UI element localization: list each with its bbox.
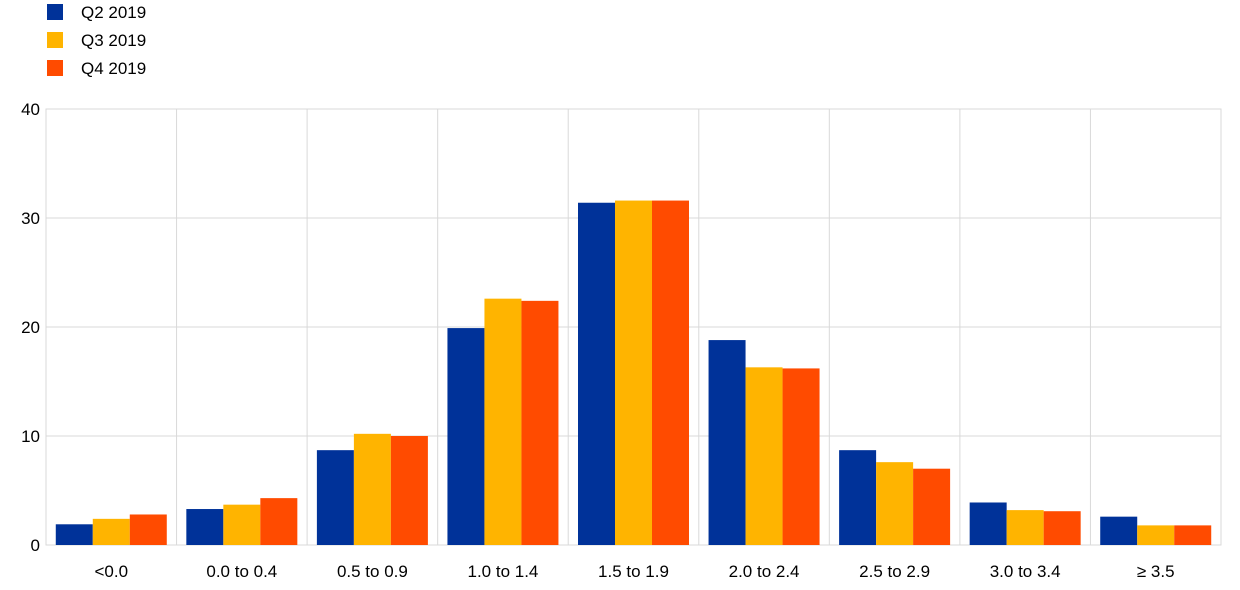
y-tick-label: 30 <box>21 209 40 228</box>
x-tick-label: 3.0 to 3.4 <box>990 562 1061 581</box>
x-tick-label: 2.0 to 2.4 <box>729 562 800 581</box>
legend-swatch <box>47 4 63 20</box>
bar-q3-2019 <box>223 504 261 545</box>
bar-q2-2019 <box>316 450 354 545</box>
y-tick-label: 0 <box>31 536 40 555</box>
bar-q2-2019 <box>186 509 224 545</box>
bar-q3-2019 <box>353 433 391 545</box>
chart-legend: Q2 2019 Q3 2019 Q4 2019 <box>47 3 146 78</box>
bar-q2-2019 <box>1100 516 1138 545</box>
chart-bars <box>55 200 1212 546</box>
bar-q2-2019 <box>447 328 485 545</box>
bar-q4-2019 <box>1174 525 1212 545</box>
legend-label: Q3 2019 <box>81 31 146 50</box>
y-tick-label: 40 <box>21 100 40 119</box>
bar-q4-2019 <box>521 300 559 545</box>
legend-label: Q4 2019 <box>81 59 146 78</box>
bar-q2-2019 <box>578 202 615 546</box>
bar-q4-2019 <box>652 200 689 545</box>
bar-q2-2019 <box>839 450 877 545</box>
bar-q4-2019 <box>782 368 820 545</box>
bar-q3-2019 <box>1006 510 1044 545</box>
bar-q3-2019 <box>1137 525 1175 545</box>
bar-q2-2019 <box>55 524 93 545</box>
x-tick-label: 1.0 to 1.4 <box>467 562 538 581</box>
y-tick-label: 20 <box>21 318 40 337</box>
bar-q4-2019 <box>129 514 167 545</box>
y-axis-tick-labels: 0 10 20 30 40 <box>21 100 40 555</box>
x-tick-label: 1.5 to 1.9 <box>598 562 669 581</box>
bar-q3-2019 <box>876 462 914 545</box>
bar-q4-2019 <box>1043 511 1081 545</box>
x-tick-label: 2.5 to 2.9 <box>859 562 930 581</box>
bar-q3-2019 <box>615 200 652 545</box>
bar-q3-2019 <box>92 518 130 545</box>
x-tick-label: 0.0 to 0.4 <box>206 562 277 581</box>
bar-q3-2019 <box>484 298 522 545</box>
bar-q4-2019 <box>260 498 298 545</box>
x-tick-label: ≥ 3.5 <box>1137 562 1175 581</box>
legend-label: Q2 2019 <box>81 3 146 22</box>
legend-swatch <box>47 32 63 48</box>
bar-q4-2019 <box>390 436 428 545</box>
bar-q2-2019 <box>969 502 1007 545</box>
legend-swatch <box>47 60 63 76</box>
bar-q2-2019 <box>708 340 746 545</box>
bar-q4-2019 <box>913 468 951 545</box>
bar-q3-2019 <box>745 367 783 545</box>
y-tick-label: 10 <box>21 427 40 446</box>
x-tick-label: 0.5 to 0.9 <box>337 562 408 581</box>
x-axis-tick-labels: <0.0 0.0 to 0.4 0.5 to 0.9 1.0 to 1.4 1.5 to… <box>94 562 1174 581</box>
x-tick-label: <0.0 <box>94 562 128 581</box>
